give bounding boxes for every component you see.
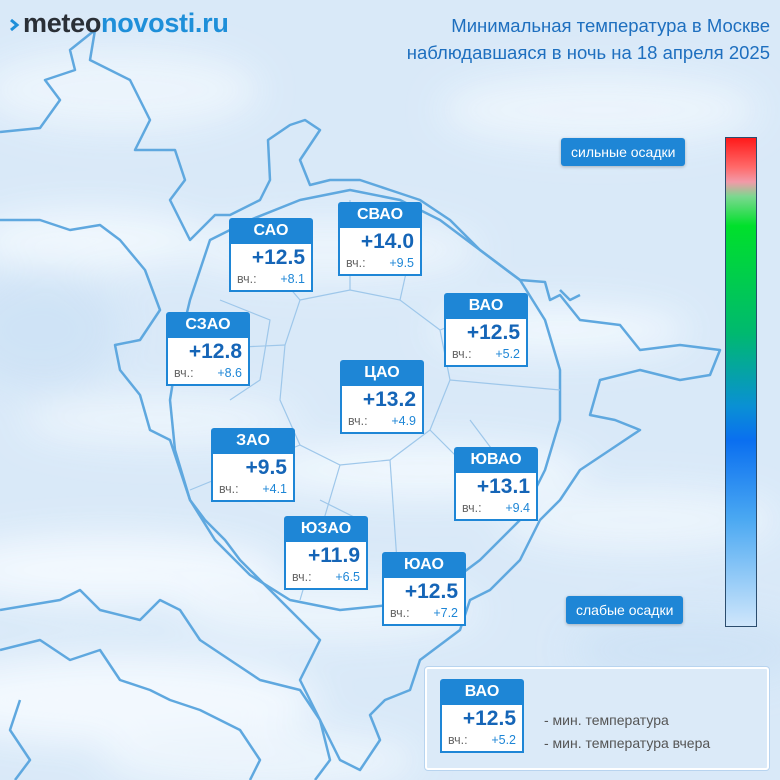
district-temp-yesterday: +6.5 bbox=[335, 570, 360, 584]
legend-sample-yesterday: +5.2 bbox=[491, 733, 516, 747]
district-temp-yesterday: +9.4 bbox=[505, 501, 530, 515]
district-temp: +12.5 bbox=[251, 246, 305, 269]
district-temp-yesterday: +9.5 bbox=[389, 256, 414, 270]
district-name: ЮЗАО bbox=[284, 516, 368, 542]
district-card-yuvao: ЮВАО +13.1 вч.: +9.4 bbox=[454, 447, 538, 521]
scale-label-strong-precipitation: сильные осадки bbox=[561, 138, 686, 166]
district-name: СВАО bbox=[338, 202, 422, 228]
district-card-vao: ВАО +12.5 вч.: +5.2 bbox=[444, 293, 528, 367]
district-name: ЮАО bbox=[382, 552, 466, 578]
district-temp: +12.8 bbox=[188, 340, 242, 363]
yesterday-label: вч.: bbox=[452, 347, 472, 361]
district-name: ВАО bbox=[444, 293, 528, 319]
map-title: Минимальная температура в Москве наблюда… bbox=[407, 12, 770, 66]
yesterday-label: вч.: bbox=[390, 606, 410, 620]
district-card-cao: ЦАО +13.2 вч.: +4.9 bbox=[340, 360, 424, 434]
yesterday-label: вч.: bbox=[462, 501, 482, 515]
precipitation-colorbar bbox=[725, 137, 757, 627]
district-temp-yesterday: +7.2 bbox=[433, 606, 458, 620]
district-temp: +12.5 bbox=[466, 321, 520, 344]
yesterday-label: вч.: bbox=[237, 272, 257, 286]
district-temp-yesterday: +4.9 bbox=[391, 414, 416, 428]
district-temp: +13.2 bbox=[362, 388, 416, 411]
yesterday-label: вч.: bbox=[346, 256, 366, 270]
logo-text-novosti: novosti.ru bbox=[101, 8, 229, 38]
district-temp-yesterday: +8.1 bbox=[280, 272, 305, 286]
district-card-sao: САО +12.5 вч.: +8.1 bbox=[229, 218, 313, 292]
legend-sample-temp: +12.5 bbox=[462, 707, 516, 730]
district-temp: +9.5 bbox=[245, 456, 287, 479]
district-name: ЮВАО bbox=[454, 447, 538, 473]
legend-line-min-temp: - мин. температура bbox=[544, 712, 669, 728]
title-line-2: наблюдавшаяся в ночь на 18 апреля 2025 bbox=[406, 42, 770, 63]
district-card-yuzao: ЮЗАО +11.9 вч.: +6.5 bbox=[284, 516, 368, 590]
title-line-1: Минимальная температура в Москве bbox=[451, 15, 770, 36]
yesterday-label: вч.: bbox=[448, 733, 468, 747]
district-name: ЗАО bbox=[211, 428, 295, 454]
legend-sample-card: ВАО +12.5 вч.: +5.2 bbox=[440, 679, 524, 753]
legend-box: ВАО +12.5 вч.: +5.2 - мин. температура - м… bbox=[425, 667, 769, 770]
district-name: ЦАО bbox=[340, 360, 424, 386]
district-temp: +11.9 bbox=[308, 544, 360, 567]
district-temp-yesterday: +5.2 bbox=[495, 347, 520, 361]
district-card-yuao: ЮАО +12.5 вч.: +7.2 bbox=[382, 552, 466, 626]
district-temp: +12.5 bbox=[404, 580, 458, 603]
district-temp-yesterday: +4.1 bbox=[262, 482, 287, 496]
district-card-zao: ЗАО +9.5 вч.: +4.1 bbox=[211, 428, 295, 502]
district-temp-yesterday: +8.6 bbox=[217, 366, 242, 380]
legend-line-min-temp-yesterday: - мин. температура вчера bbox=[544, 735, 711, 751]
legend-sample-name: ВАО bbox=[440, 679, 524, 705]
yesterday-label: вч.: bbox=[292, 570, 312, 584]
scale-label-weak-precipitation: слабые осадки bbox=[566, 596, 684, 624]
yesterday-label: вч.: bbox=[174, 366, 194, 380]
yesterday-label: вч.: bbox=[348, 414, 368, 428]
yesterday-label: вч.: bbox=[219, 482, 239, 496]
district-card-szao: СЗАО +12.8 вч.: +8.6 bbox=[166, 312, 250, 386]
district-name: СЗАО bbox=[166, 312, 250, 338]
district-temp: +13.1 bbox=[476, 475, 530, 498]
site-logo[interactable]: meteo novosti.ru bbox=[10, 8, 229, 39]
district-card-svao: СВАО +14.0 вч.: +9.5 bbox=[338, 202, 422, 276]
logo-chevron-icon bbox=[10, 18, 20, 31]
district-temp: +14.0 bbox=[360, 230, 414, 253]
logo-text-meteo: meteo bbox=[23, 8, 102, 38]
district-name: САО bbox=[229, 218, 313, 244]
